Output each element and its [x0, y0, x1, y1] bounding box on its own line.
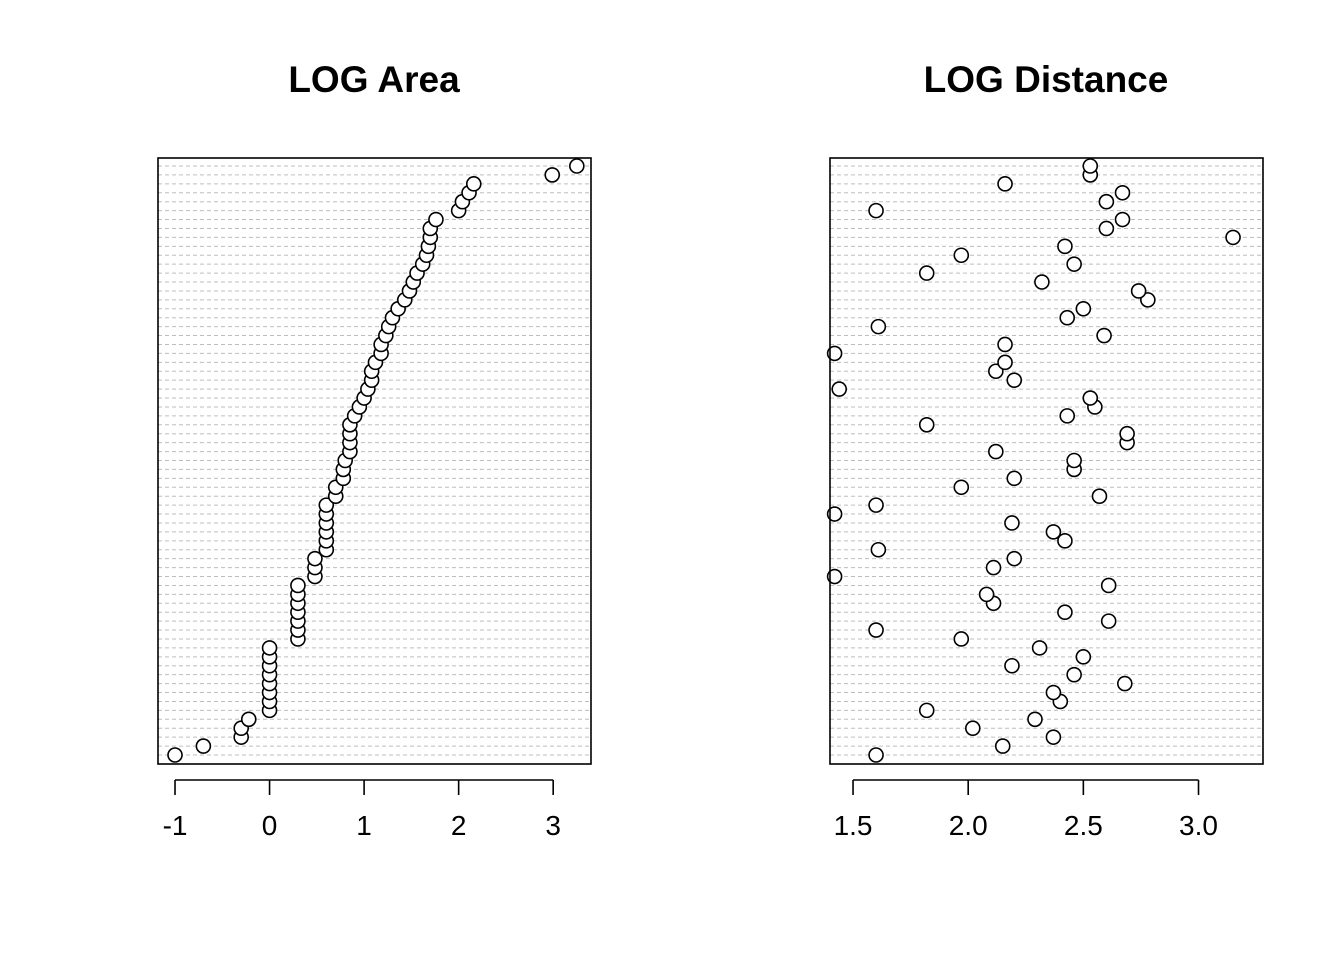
data-point — [997, 354, 1013, 371]
data-point — [978, 586, 995, 603]
data-point — [195, 738, 212, 754]
tick-label: 2.5 — [1064, 810, 1103, 841]
data-point — [994, 738, 1011, 754]
data-points — [826, 158, 1241, 763]
data-point — [1075, 300, 1092, 317]
plot-frame — [157, 157, 592, 765]
data-point — [167, 747, 183, 763]
data-point — [870, 541, 887, 558]
data-point — [1114, 211, 1131, 228]
data-point — [1098, 193, 1115, 210]
data-point — [465, 176, 482, 192]
tick-label: 3.0 — [1179, 810, 1218, 841]
panel-log-area: LOG Area -1 0 1 2 3 — [157, 59, 592, 841]
data-point — [964, 720, 981, 737]
data-point — [826, 506, 843, 522]
data-point — [569, 158, 585, 174]
data-point — [1082, 390, 1099, 406]
data-point — [868, 202, 884, 219]
data-point — [1027, 711, 1043, 728]
data-point — [1130, 283, 1147, 299]
data-point — [868, 497, 884, 513]
data-point — [544, 167, 561, 183]
data-point — [918, 702, 935, 719]
panel-log-distance: LOG Distance 1.5 2.0 2.5 3.0 — [826, 59, 1264, 841]
data-point — [985, 559, 1002, 576]
data-point — [1045, 524, 1062, 540]
tick-label: 1.5 — [834, 810, 873, 841]
data-point — [1066, 666, 1082, 683]
data-point — [868, 622, 884, 638]
data-point — [826, 345, 843, 362]
data-point — [1225, 229, 1241, 246]
data-points — [167, 158, 585, 763]
data-point — [1004, 515, 1020, 531]
data-point — [428, 211, 444, 228]
data-point — [1098, 220, 1115, 237]
data-point — [826, 568, 843, 585]
data-point — [1004, 657, 1020, 674]
data-point — [1100, 613, 1117, 629]
data-point — [1075, 649, 1092, 665]
data-point — [290, 577, 306, 594]
tick-label: 3 — [545, 810, 561, 841]
tick-label: 2 — [451, 810, 467, 841]
tick-label: 2.0 — [949, 810, 988, 841]
data-point — [1096, 327, 1112, 344]
data-point — [1034, 274, 1050, 290]
data-point — [1031, 640, 1048, 656]
data-point — [318, 497, 335, 513]
data-point — [1006, 470, 1023, 487]
data-point — [1059, 408, 1076, 424]
data-point — [953, 479, 970, 496]
data-point — [918, 417, 935, 433]
plot-frame — [829, 157, 1264, 765]
chart-title: LOG Distance — [924, 59, 1169, 100]
data-point — [1057, 604, 1073, 621]
data-point — [1091, 488, 1108, 504]
data-point — [1006, 550, 1023, 567]
data-point — [1059, 309, 1076, 326]
data-point — [1119, 425, 1135, 442]
grid-lines — [158, 165, 591, 756]
data-point — [1006, 372, 1023, 388]
data-point — [1045, 684, 1062, 701]
data-point — [997, 336, 1013, 353]
data-point — [1117, 675, 1133, 692]
data-point — [953, 631, 970, 647]
data-point — [870, 318, 887, 335]
data-point — [1045, 729, 1062, 745]
x-axis: -1 0 1 2 3 — [163, 779, 561, 841]
data-point — [988, 363, 1004, 380]
tick-label: 0 — [262, 810, 278, 841]
data-point — [1066, 452, 1082, 469]
data-point — [868, 747, 884, 763]
data-point — [261, 640, 278, 656]
data-point — [988, 443, 1004, 460]
tick-label: 1 — [356, 810, 372, 841]
data-point — [1140, 292, 1156, 308]
x-axis: 1.5 2.0 2.5 3.0 — [834, 779, 1218, 841]
data-point — [831, 381, 848, 397]
data-point — [1114, 184, 1131, 201]
data-point — [953, 247, 970, 264]
data-point — [918, 265, 935, 281]
data-point — [997, 176, 1013, 192]
grid-lines — [830, 165, 1263, 756]
data-point — [1100, 577, 1117, 594]
data-point — [1082, 158, 1099, 174]
tick-label: -1 — [163, 810, 188, 841]
data-point — [307, 550, 323, 567]
chart-title: LOG Area — [288, 59, 460, 100]
data-point — [1066, 256, 1082, 272]
data-point — [1057, 238, 1073, 255]
data-point — [240, 711, 257, 728]
data-point — [1057, 533, 1073, 549]
